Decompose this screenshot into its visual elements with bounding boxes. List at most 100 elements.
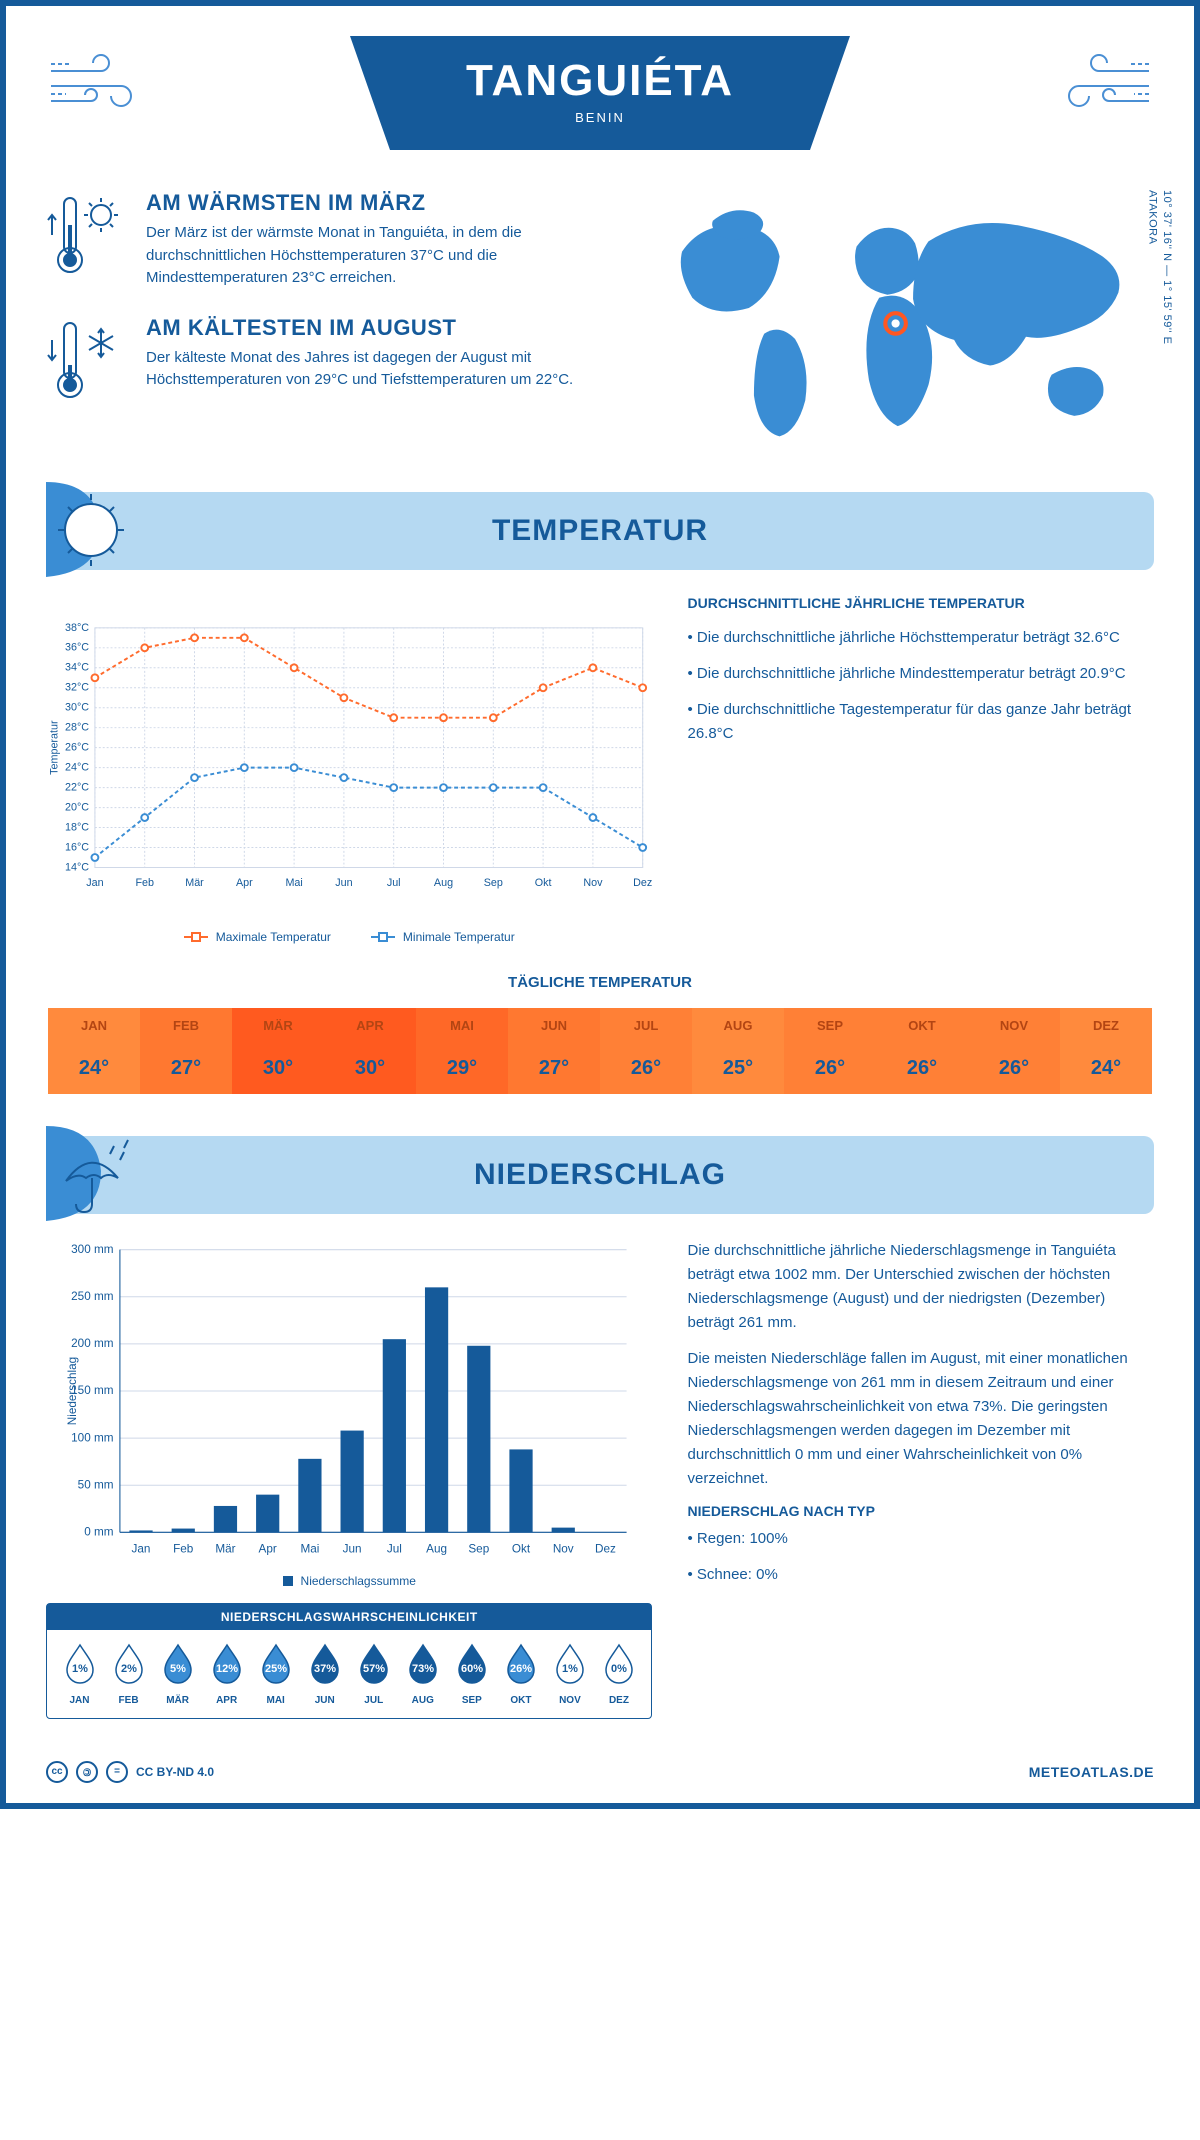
svg-text:36°C: 36°C <box>65 642 89 654</box>
svg-text:Mai: Mai <box>285 877 302 889</box>
by-icon: 🄯 <box>76 1761 98 1783</box>
svg-text:1%: 1% <box>72 1663 88 1675</box>
svg-text:Dez: Dez <box>595 1543 616 1556</box>
svg-text:Nov: Nov <box>583 877 603 889</box>
svg-text:Jul: Jul <box>387 1543 402 1556</box>
daily-temp-table: JANFEBMÄRAPRMAIJUNJULAUGSEPOKTNOVDEZ24°2… <box>46 1006 1154 1096</box>
precip-type-item: • Regen: 100% <box>687 1527 1154 1551</box>
svg-text:60%: 60% <box>461 1663 483 1675</box>
daily-temp-title: TÄGLICHE TEMPERATUR <box>46 974 1154 991</box>
prob-cell: 2%FEB <box>104 1642 153 1706</box>
svg-text:2%: 2% <box>121 1663 137 1675</box>
svg-text:Jan: Jan <box>132 1543 151 1556</box>
svg-text:18°C: 18°C <box>65 821 89 833</box>
precipitation-title: NIEDERSCHLAG <box>46 1158 1154 1192</box>
daily-temp-value: 26° <box>600 1043 692 1094</box>
daily-temp-value: 26° <box>784 1043 876 1094</box>
daily-temp-value: 30° <box>324 1043 416 1094</box>
daily-temp-value: 24° <box>48 1043 140 1094</box>
month-header: MAI <box>416 1008 508 1043</box>
prob-cell: 5%MÄR <box>153 1642 202 1706</box>
coldest-title: AM KÄLTESTEN IM AUGUST <box>146 315 611 341</box>
svg-text:1%: 1% <box>562 1663 578 1675</box>
svg-text:32°C: 32°C <box>65 682 89 694</box>
month-header: JUN <box>508 1008 600 1043</box>
svg-text:14°C: 14°C <box>65 861 89 873</box>
temp-bullet: • Die durchschnittliche jährliche Mindes… <box>687 662 1154 686</box>
svg-text:300 mm: 300 mm <box>71 1243 113 1256</box>
country-name: BENIN <box>410 110 790 125</box>
month-header: JUL <box>600 1008 692 1043</box>
temperature-title: TEMPERATUR <box>46 514 1154 548</box>
month-header: MÄR <box>232 1008 324 1043</box>
svg-text:12%: 12% <box>216 1663 238 1675</box>
temperature-line-chart: 14°C16°C18°C20°C22°C24°C26°C28°C30°C32°C… <box>46 595 652 915</box>
prob-cell: 12%APR <box>202 1642 251 1706</box>
month-header: JAN <box>48 1008 140 1043</box>
svg-text:20°C: 20°C <box>65 801 89 813</box>
prob-cell: 1%NOV <box>545 1642 594 1706</box>
svg-text:Sep: Sep <box>484 877 503 889</box>
brand: METEOATLAS.DE <box>1029 1764 1154 1780</box>
thermometer-sun-icon <box>46 190 126 290</box>
warmest-fact: AM WÄRMSTEN IM MÄRZ Der März ist der wär… <box>46 190 611 290</box>
title-banner: TANGUIÉTA BENIN <box>350 36 850 150</box>
svg-text:Jun: Jun <box>343 1543 362 1556</box>
month-header: FEB <box>140 1008 232 1043</box>
nd-icon: = <box>106 1761 128 1783</box>
month-header: DEZ <box>1060 1008 1152 1043</box>
svg-text:Mär: Mär <box>185 877 204 889</box>
month-header: NOV <box>968 1008 1060 1043</box>
svg-text:26°C: 26°C <box>65 742 89 754</box>
svg-text:Jan: Jan <box>86 877 103 889</box>
thermometer-snow-icon <box>46 315 126 410</box>
rain-text: Die meisten Niederschläge fallen im Augu… <box>687 1347 1154 1491</box>
svg-text:250 mm: 250 mm <box>71 1290 113 1303</box>
prob-cell: 73%AUG <box>398 1642 447 1706</box>
license: cc 🄯 = CC BY-ND 4.0 <box>46 1761 214 1783</box>
temp-bullet: • Die durchschnittliche jährliche Höchst… <box>687 626 1154 650</box>
daily-temp-value: 24° <box>1060 1043 1152 1094</box>
city-name: TANGUIÉTA <box>410 56 790 106</box>
svg-text:Niederschlag: Niederschlag <box>66 1357 79 1425</box>
svg-text:0 mm: 0 mm <box>84 1525 113 1538</box>
precipitation-section-header: NIEDERSCHLAG <box>46 1136 1154 1214</box>
svg-text:100 mm: 100 mm <box>71 1431 113 1444</box>
daily-temp-value: 26° <box>876 1043 968 1094</box>
svg-text:200 mm: 200 mm <box>71 1337 113 1350</box>
svg-text:Jul: Jul <box>387 877 401 889</box>
svg-text:Okt: Okt <box>535 877 552 889</box>
svg-text:30°C: 30°C <box>65 702 89 714</box>
cc-icon: cc <box>46 1761 68 1783</box>
svg-text:Apr: Apr <box>259 1543 277 1556</box>
svg-text:Mär: Mär <box>215 1543 235 1556</box>
prob-cell: 25%MAI <box>251 1642 300 1706</box>
svg-text:Sep: Sep <box>468 1543 489 1556</box>
sun-icon <box>46 482 146 582</box>
svg-text:Temperatur: Temperatur <box>49 720 61 775</box>
svg-text:Nov: Nov <box>553 1543 574 1556</box>
svg-text:25%: 25% <box>265 1663 287 1675</box>
svg-text:Okt: Okt <box>512 1543 531 1556</box>
svg-text:Feb: Feb <box>173 1543 194 1556</box>
svg-text:Dez: Dez <box>633 877 652 889</box>
warmest-title: AM WÄRMSTEN IM MÄRZ <box>146 190 611 216</box>
svg-text:34°C: 34°C <box>65 662 89 674</box>
temperature-section-header: TEMPERATUR <box>46 492 1154 570</box>
svg-text:Jun: Jun <box>335 877 352 889</box>
coldest-fact: AM KÄLTESTEN IM AUGUST Der kälteste Mona… <box>46 315 611 410</box>
daily-temp-value: 27° <box>508 1043 600 1094</box>
prob-cell: 57%JUL <box>349 1642 398 1706</box>
svg-text:16°C: 16°C <box>65 841 89 853</box>
prob-cell: 37%JUN <box>300 1642 349 1706</box>
temp-legend: Maximale Temperatur Minimale Temperatur <box>46 930 652 944</box>
svg-text:50 mm: 50 mm <box>78 1478 114 1491</box>
prob-cell: 0%DEZ <box>594 1642 643 1706</box>
svg-text:57%: 57% <box>363 1663 385 1675</box>
svg-text:Feb: Feb <box>135 877 154 889</box>
svg-text:Aug: Aug <box>426 1543 447 1556</box>
header: TANGUIÉTA BENIN <box>46 36 1154 150</box>
month-header: AUG <box>692 1008 784 1043</box>
coordinates: 10° 37' 16'' N — 1° 15' 59'' EATAKORA <box>1145 190 1174 344</box>
wind-icon <box>46 46 166 121</box>
